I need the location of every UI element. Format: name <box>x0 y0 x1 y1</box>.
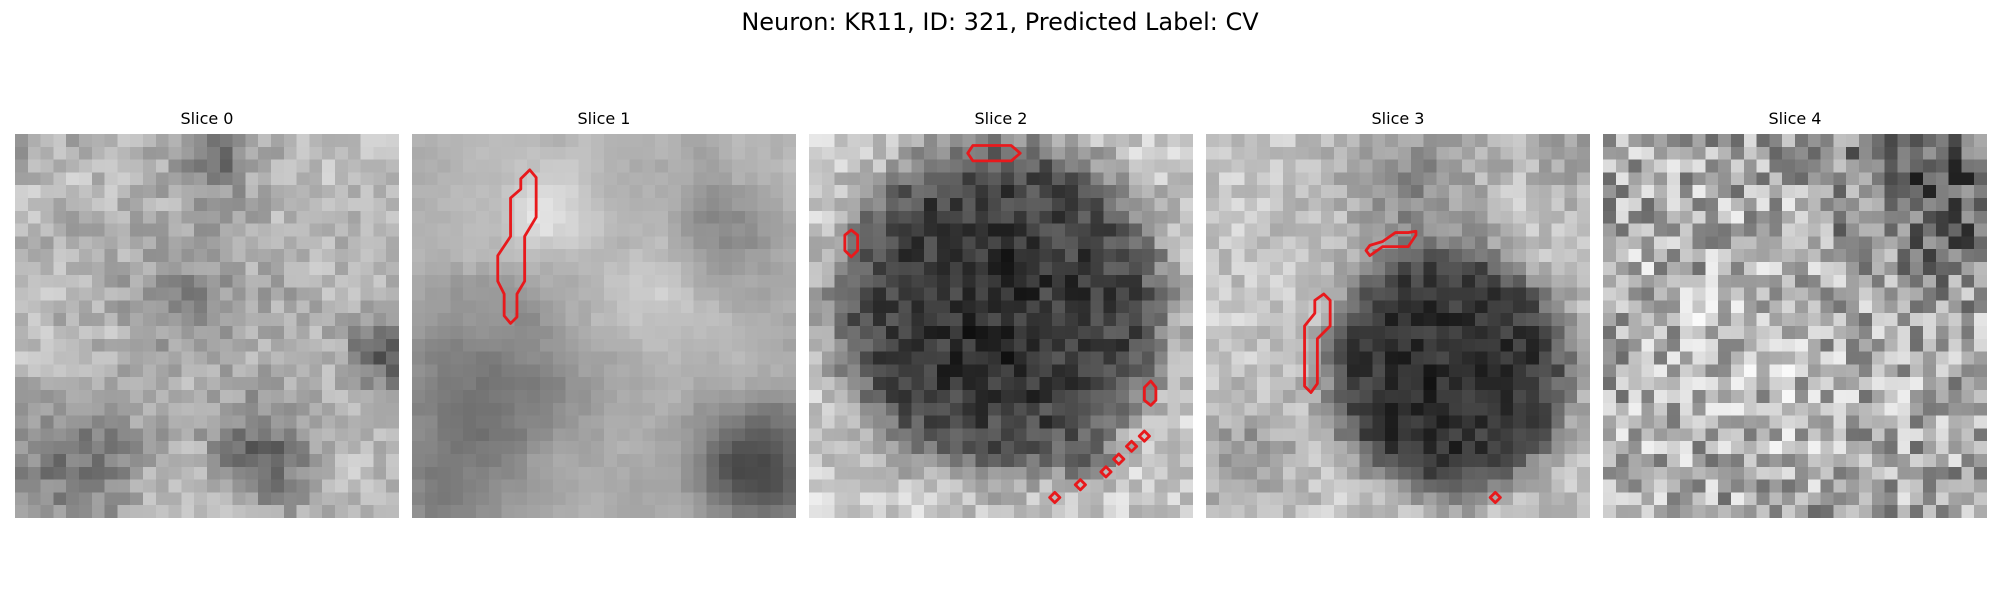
roi-contour <box>1112 452 1126 466</box>
slice-title: Slice 4 <box>1768 109 1822 128</box>
roi-contour <box>843 228 860 259</box>
slice-image <box>1206 134 1590 518</box>
slice-title: Slice 3 <box>1371 109 1425 128</box>
roi-contour <box>1303 292 1332 394</box>
roi-contour <box>496 168 538 325</box>
roi-contour <box>1073 478 1087 492</box>
roi-contour <box>1364 229 1418 258</box>
roi-contour <box>1137 429 1151 443</box>
slice-title: Slice 0 <box>180 109 234 128</box>
figure-title: Neuron: KR11, ID: 321, Predicted Label: … <box>741 8 1259 36</box>
slice-title: Slice 1 <box>577 109 631 128</box>
roi-contour <box>1488 490 1502 505</box>
slice-image <box>412 134 796 518</box>
roi-contour <box>966 144 1022 163</box>
roi-contour <box>1048 490 1062 505</box>
slice-image <box>15 134 399 518</box>
roi-contour <box>1099 465 1113 479</box>
slice-image <box>809 134 1193 518</box>
slice-title: Slice 2 <box>974 109 1028 128</box>
slice-image <box>1603 134 1987 518</box>
roi-contour <box>1125 439 1139 453</box>
roi-contour <box>1142 379 1158 407</box>
